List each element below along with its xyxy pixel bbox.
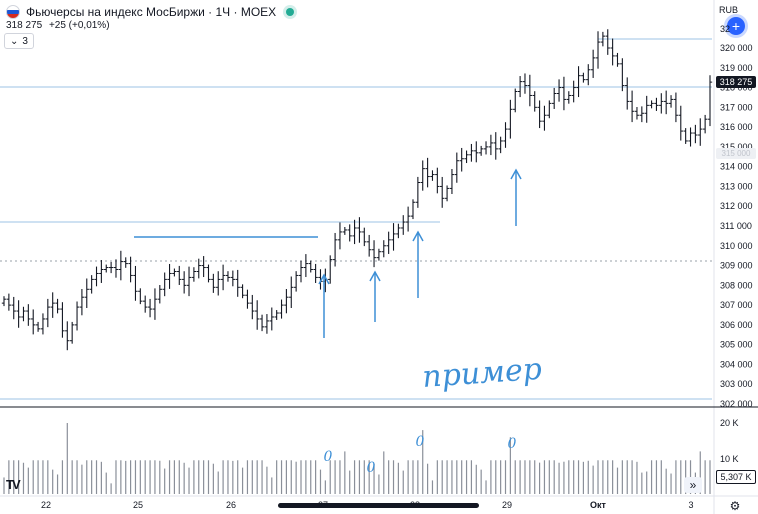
price-row: 318 275 +25 (+0,01%) — [6, 20, 110, 31]
price-axis-label: 319 000 — [720, 63, 753, 73]
annotation-arrow-4-head — [510, 168, 522, 180]
time-axis-label: 26 — [226, 500, 236, 510]
current-price-tag: 318 275 — [716, 76, 756, 88]
price-axis-label: 315 000 — [720, 142, 753, 152]
price-axis-label: 320 000 — [720, 43, 753, 53]
time-scrollbar[interactable] — [278, 503, 479, 508]
current-volume-tag: 5,307 K — [716, 470, 756, 484]
last-price: 318 275 — [6, 20, 43, 31]
double-chevron-right-icon[interactable]: » — [684, 477, 702, 493]
handwritten-annotation: пример — [421, 352, 543, 395]
tradingview-logo[interactable]: TV — [6, 477, 21, 492]
price-axis-label: 302 000 — [720, 399, 753, 409]
price-axis-label: 306 000 — [720, 320, 753, 330]
annotation-arrow-3-head — [412, 230, 424, 242]
volume-circle-mark: 0 — [508, 436, 517, 452]
price-axis-label: 316 000 — [720, 122, 753, 132]
volume-circle-mark: 0 — [416, 434, 425, 450]
price-axis-label: 312 000 — [720, 201, 753, 211]
price-axis-label: 304 000 — [720, 359, 753, 369]
chart-header: Фьючерсы на индекс МосБиржи · 1Ч · MOEX … — [0, 0, 710, 50]
price-axis-label: 311 000 — [720, 221, 752, 231]
time-axis-label: 22 — [41, 500, 51, 510]
annotation-arrow-2-head — [369, 270, 381, 282]
time-axis-label: 3 — [688, 500, 693, 510]
volume-circle-mark: 0 — [324, 449, 333, 465]
market-status-icon[interactable] — [286, 8, 295, 16]
plus-icon[interactable]: + — [727, 17, 745, 35]
price-axis-label: 305 000 — [720, 340, 753, 350]
price-axis-label: 303 000 — [720, 379, 753, 389]
price-change: +25 (+0,01%) — [48, 20, 110, 31]
volume-axis-label: 20 K — [720, 418, 739, 428]
currency-selector[interactable]: RUB — [719, 5, 739, 15]
price-axis-partial-label: 32 — [720, 24, 730, 34]
indicators-count: 3 — [22, 35, 28, 47]
gear-icon[interactable]: ⚙ — [729, 499, 741, 513]
crosshair-price-tag: 315 000 — [716, 148, 756, 159]
price-axis-label: 310 000 — [720, 241, 753, 251]
price-axis-label: 308 000 — [720, 280, 753, 290]
symbol-title-row[interactable]: Фьючерсы на индекс МосБиржи · 1Ч · MOEX — [6, 5, 295, 19]
volume-axis-label: 10 K — [720, 454, 739, 464]
russia-flag-icon — [6, 5, 20, 19]
time-axis-label: 25 — [133, 500, 143, 510]
time-axis-label: Окт — [590, 500, 607, 510]
time-axis-label: 29 — [502, 500, 512, 510]
price-axis-label: 307 000 — [720, 300, 753, 310]
price-axis-label: 317 000 — [720, 102, 753, 112]
chevron-down-icon: ⌄ — [10, 35, 19, 47]
annotation-arrow-1-head — [318, 273, 330, 285]
price-axis-label: 309 000 — [720, 261, 753, 271]
volume-circle-mark: 0 — [367, 460, 376, 476]
price-axis-label: 313 000 — [720, 181, 753, 191]
indicators-collapse-button[interactable]: ⌄ 3 — [4, 33, 34, 49]
symbol-title[interactable]: Фьючерсы на индекс МосБиржи · 1Ч · MOEX — [26, 5, 277, 19]
price-axis-label: 314 000 — [720, 162, 753, 172]
